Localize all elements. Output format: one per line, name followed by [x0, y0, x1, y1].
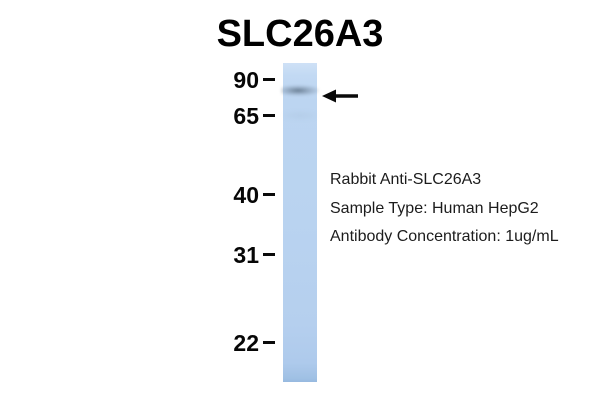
mw-marker-31: 31	[233, 243, 275, 267]
annotation-block: Rabbit Anti-SLC26A3 Sample Type: Human H…	[330, 166, 590, 252]
mw-tick	[263, 340, 275, 344]
annotation-antibody: Rabbit Anti-SLC26A3	[330, 171, 482, 188]
mw-tick	[263, 192, 275, 196]
annotation-sample-type: Sample Type: Human HepG2	[330, 199, 539, 217]
mw-label: 90	[233, 67, 259, 93]
mw-tick	[263, 77, 275, 81]
mw-tick	[263, 252, 275, 256]
mw-marker-65: 65	[233, 104, 275, 128]
blot-lane	[281, 63, 319, 382]
mw-label: 40	[233, 182, 259, 208]
faint-band	[283, 111, 317, 120]
mw-label: 22	[233, 330, 259, 356]
band-arrow-icon	[322, 89, 358, 103]
mw-tick	[263, 113, 275, 117]
mw-marker-90: 90	[233, 68, 275, 92]
mw-marker-22: 22	[233, 331, 275, 355]
annotation-concentration: Antibody Concentration: 1ug/mL	[330, 228, 559, 245]
protein-band	[281, 85, 319, 96]
figure-title: SLC26A3	[216, 13, 384, 55]
mw-label: 31	[233, 242, 259, 268]
mw-label: 65	[233, 103, 259, 129]
mw-marker-40: 40	[233, 183, 275, 207]
